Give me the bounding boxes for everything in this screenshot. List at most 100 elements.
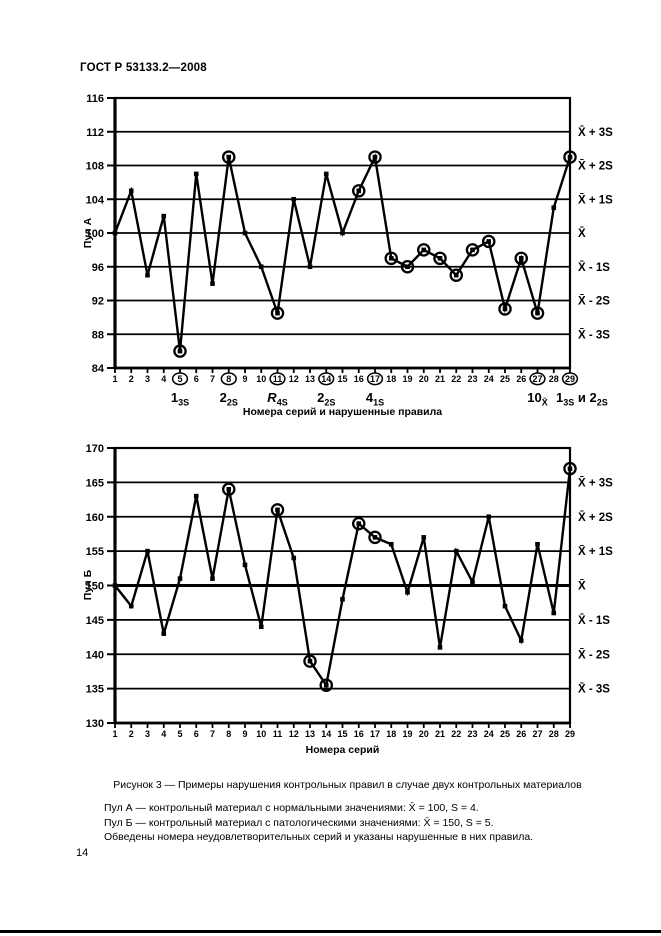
violation-circle [368, 150, 382, 164]
violation-circle [514, 251, 529, 266]
violation-circle [221, 150, 236, 164]
violation-circle [221, 482, 236, 496]
data-point-marker [518, 638, 524, 643]
violation-circle [368, 530, 382, 545]
x-tick-label: 4 [161, 374, 166, 384]
rule-label: 41S [366, 390, 384, 408]
violation-circle [563, 461, 577, 476]
x-tick-label: 19 [402, 374, 412, 384]
x-tick-label: 8 [226, 729, 231, 739]
violation-circle [481, 234, 496, 249]
data-point-marker [551, 205, 557, 210]
circled-series-number [171, 372, 189, 386]
data-point-marker [161, 631, 167, 636]
x-tick-label: 27 [532, 729, 542, 739]
page-number: 14 [76, 847, 89, 859]
violation-circle [498, 302, 512, 316]
violation-circle [465, 243, 480, 257]
note-pool-b: Пул Б — контрольный материал с патологич… [104, 816, 494, 829]
rule-label-subscript: 2S [227, 398, 238, 408]
x-tick-label: 13 [305, 374, 315, 384]
data-point-marker [210, 576, 215, 581]
sigma-limit-label: X̄ + 2S [578, 511, 613, 523]
violation-circle [319, 678, 333, 692]
x-tick-label: 25 [500, 729, 510, 739]
note-pool-a: Пул А — контрольный материал с нормальны… [104, 802, 479, 814]
pool-axis-label: Пул А [82, 217, 94, 248]
x-tick-label: 24 [484, 729, 494, 739]
circled-series-number [318, 372, 335, 386]
data-point-marker [551, 610, 557, 616]
rule-label: 10X̄ [527, 390, 547, 408]
data-point-marker [193, 171, 199, 177]
x-tick-label: 14 [321, 374, 331, 384]
data-point-marker [226, 486, 232, 492]
rule-label-subscript: 1S [373, 398, 384, 408]
rule-label-main: 2 [317, 390, 324, 405]
data-line [113, 153, 572, 352]
x-tick-label: 18 [386, 729, 396, 739]
x-tick-label: 5 [177, 729, 182, 739]
x-tick-label: 19 [402, 729, 412, 739]
data-point-marker [258, 264, 264, 270]
x-tick-label: 9 [242, 374, 247, 384]
rule-label-main: 1 [171, 390, 178, 405]
data-point-marker [210, 281, 215, 286]
rule-label-subscript: 2S [324, 398, 335, 408]
x-tick-label: 16 [354, 729, 364, 739]
sigma-limit-label: X̄ + 3S [578, 126, 613, 138]
data-point-marker [356, 188, 362, 194]
data-point-marker [242, 230, 248, 236]
x-tick-label: 16 [354, 374, 364, 384]
x-tick-label: 24 [484, 374, 494, 384]
rule-label-main: 2 [589, 390, 596, 405]
y-tick-label: 140 [86, 649, 104, 661]
x-tick-label: 28 [549, 729, 559, 739]
y-tick-label: 155 [86, 546, 104, 558]
x-tick-label: 23 [467, 729, 477, 739]
x-tick-label: 10 [256, 374, 266, 384]
data-point-marker [421, 247, 427, 253]
y-tick-label: 130 [86, 718, 104, 730]
data-point-marker [486, 239, 492, 244]
sigma-limit-label: X̄ - 2S [578, 649, 610, 661]
data-point-marker [323, 171, 329, 177]
y-tick-label: 100 [86, 228, 104, 240]
x-tick-label: 12 [289, 374, 299, 384]
sigma-limit-label: X̄ - 1S [578, 615, 610, 627]
x-tick-label: 22 [451, 374, 461, 384]
data-point-marker [307, 264, 313, 270]
sigma-limit-label: X̄ - 3S [578, 329, 610, 341]
data-point-marker [145, 272, 150, 278]
x-tick-label: 17 [370, 729, 380, 739]
x-tick-label: 25 [500, 374, 510, 384]
circled-series-number [561, 372, 579, 386]
data-point-marker [275, 310, 280, 316]
data-point-marker [145, 548, 150, 554]
sigma-limit-label: X̄ + 2S [578, 160, 613, 172]
data-point-marker [161, 213, 167, 219]
x-tick-label: 26 [516, 729, 526, 739]
data-point-marker [567, 154, 573, 160]
data-point-marker [535, 310, 540, 316]
data-point-marker [177, 348, 183, 354]
data-point-marker [470, 247, 475, 253]
y-tick-label: 108 [86, 161, 104, 173]
x-tick-label: 10 [256, 729, 266, 739]
sigma-limit-label: X̄ [578, 228, 586, 240]
rule-label-subscript: 3S [563, 398, 574, 408]
x-tick-label: 9 [242, 729, 247, 739]
rule-label-subscript: 2S [597, 398, 608, 408]
x-tick-label: 29 [565, 374, 575, 384]
data-point-marker [226, 154, 232, 160]
data-point-marker [340, 230, 345, 236]
violation-circle [384, 251, 398, 266]
violation-circle [351, 184, 366, 198]
x-tick-label: 15 [337, 729, 347, 739]
data-point-marker [128, 603, 134, 609]
violation-circle [449, 268, 463, 282]
data-point-marker [112, 230, 118, 236]
x-tick-label: 17 [370, 374, 380, 384]
violation-circle [530, 306, 545, 320]
